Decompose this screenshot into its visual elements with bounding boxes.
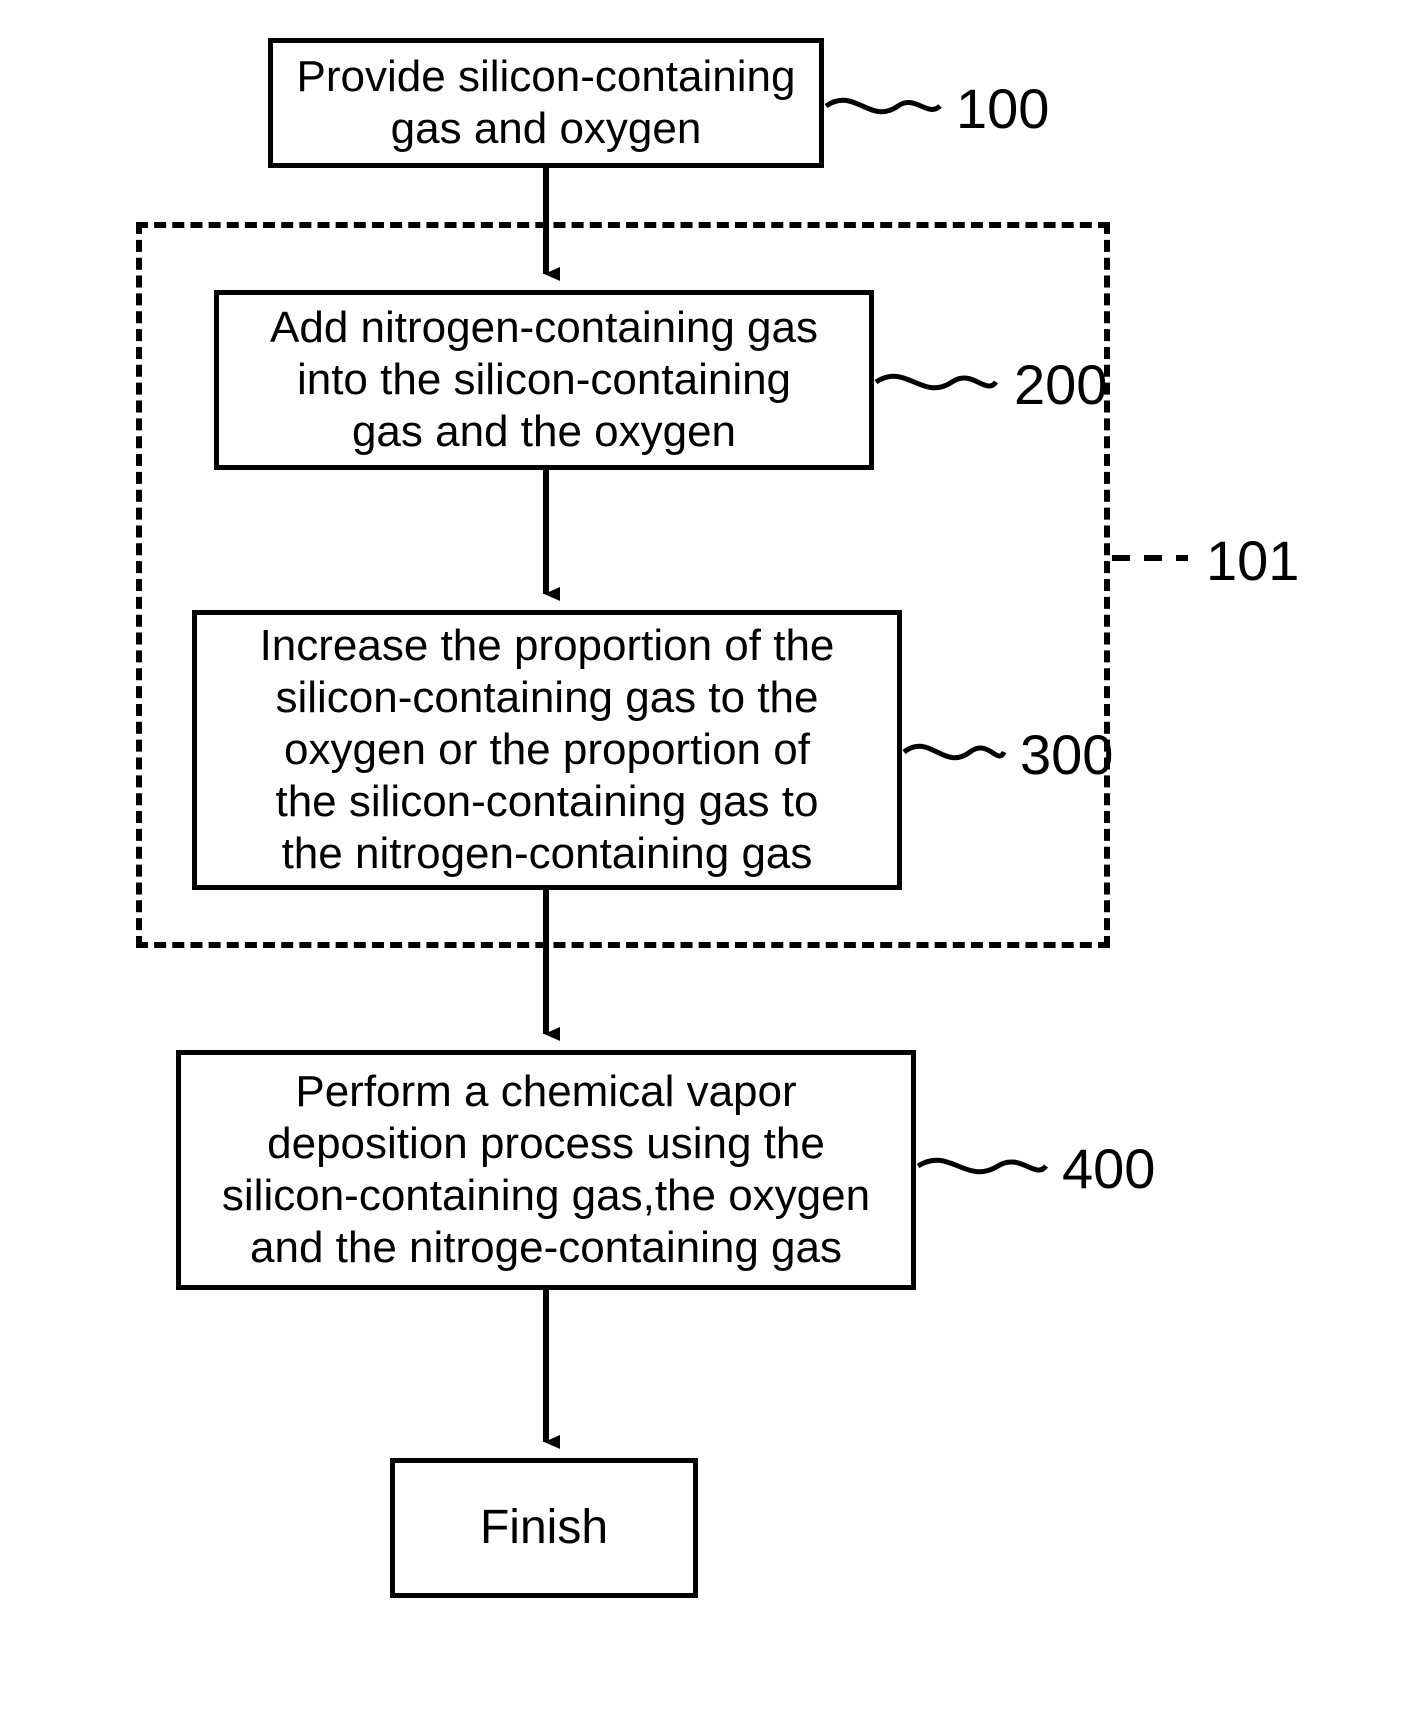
label-101: 101 <box>1206 528 1299 593</box>
node-400-text: Perform a chemical vapordeposition proce… <box>222 1066 870 1274</box>
label-300: 300 <box>1020 722 1113 787</box>
node-200-text: Add nitrogen-containing gasinto the sili… <box>270 302 818 458</box>
node-300-text: Increase the proportion of thesilicon-co… <box>260 620 835 880</box>
node-200: Add nitrogen-containing gasinto the sili… <box>214 290 874 470</box>
node-300: Increase the proportion of thesilicon-co… <box>192 610 902 890</box>
label-100: 100 <box>956 76 1049 141</box>
label-400: 400 <box>1062 1136 1155 1201</box>
node-finish-text: Finish <box>480 1500 608 1557</box>
label-200: 200 <box>1014 352 1107 417</box>
flowchart-canvas: Provide silicon-containinggas and oxygen… <box>0 0 1418 1714</box>
node-400: Perform a chemical vapordeposition proce… <box>176 1050 916 1290</box>
node-100-text: Provide silicon-containinggas and oxygen <box>297 51 796 155</box>
node-finish: Finish <box>390 1458 698 1598</box>
node-100: Provide silicon-containinggas and oxygen <box>268 38 824 168</box>
